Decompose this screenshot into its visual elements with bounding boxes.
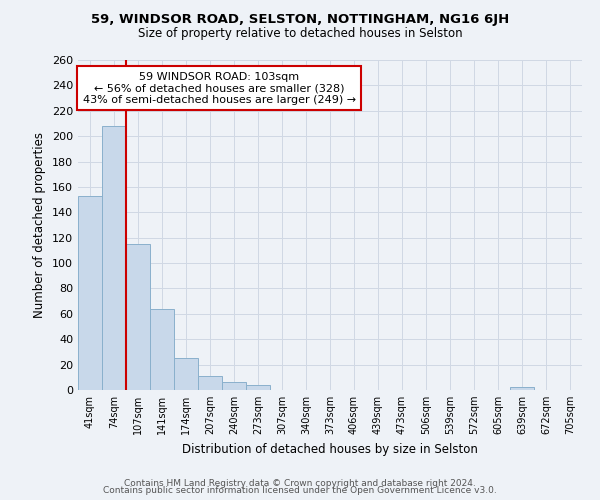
Text: 59 WINDSOR ROAD: 103sqm
← 56% of detached houses are smaller (328)
43% of semi-d: 59 WINDSOR ROAD: 103sqm ← 56% of detache… <box>83 72 356 105</box>
Y-axis label: Number of detached properties: Number of detached properties <box>34 132 46 318</box>
Bar <box>126 244 150 390</box>
Bar <box>198 376 222 390</box>
X-axis label: Distribution of detached houses by size in Selston: Distribution of detached houses by size … <box>182 442 478 456</box>
Text: 59, WINDSOR ROAD, SELSTON, NOTTINGHAM, NG16 6JH: 59, WINDSOR ROAD, SELSTON, NOTTINGHAM, N… <box>91 12 509 26</box>
Bar <box>510 388 534 390</box>
Text: Contains public sector information licensed under the Open Government Licence v3: Contains public sector information licen… <box>103 486 497 495</box>
Bar <box>174 358 198 390</box>
Bar <box>246 385 270 390</box>
Bar <box>78 196 102 390</box>
Bar <box>102 126 126 390</box>
Bar <box>222 382 246 390</box>
Text: Contains HM Land Registry data © Crown copyright and database right 2024.: Contains HM Land Registry data © Crown c… <box>124 478 476 488</box>
Text: Size of property relative to detached houses in Selston: Size of property relative to detached ho… <box>137 28 463 40</box>
Bar <box>150 309 174 390</box>
